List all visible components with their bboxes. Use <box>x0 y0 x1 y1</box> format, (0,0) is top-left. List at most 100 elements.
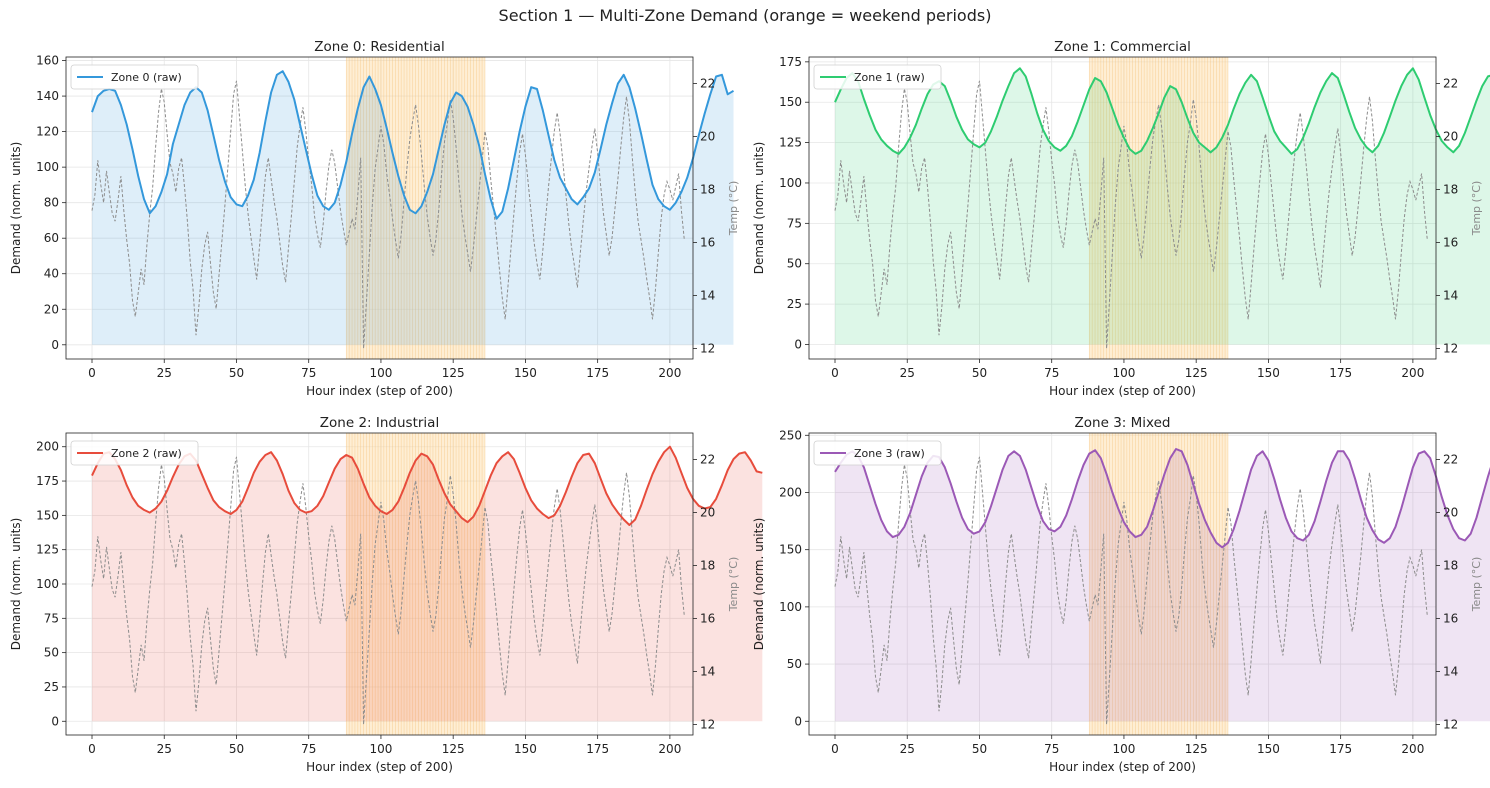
x-tick-label: 0 <box>831 366 839 380</box>
y2-tick-label: 20 <box>700 505 715 519</box>
x-tick-label: 125 <box>442 742 465 756</box>
y-tick-label: 0 <box>794 714 802 728</box>
y2-tick-label: 20 <box>700 129 715 143</box>
temperature-line <box>834 80 1428 349</box>
y-tick-label: 160 <box>36 54 59 68</box>
y2-tick-label: 16 <box>700 235 715 249</box>
y2-tick-label: 14 <box>1443 664 1458 678</box>
y-axis-label: Demand (norm. units) <box>752 142 766 275</box>
y2-tick-label: 16 <box>1443 235 1458 249</box>
y-tick-label: 0 <box>51 338 59 352</box>
x-tick-label: 25 <box>157 742 172 756</box>
y-tick-label: 150 <box>36 508 59 522</box>
y-tick-label: 25 <box>787 297 802 311</box>
x-tick-label: 50 <box>972 366 987 380</box>
x-tick-label: 200 <box>1401 742 1424 756</box>
y-tick-label: 50 <box>787 257 802 271</box>
subplot-zone-0: 0 25 50 75 100 125 150 175 200 0 20 40 60 80 100 120 140… <box>9 39 740 398</box>
y-tick-label: 100 <box>779 176 802 190</box>
demand-fill-area <box>92 446 763 722</box>
x-tick-label: 125 <box>1185 366 1208 380</box>
x-axis-label: Hour index (step of 200) <box>306 760 453 774</box>
x-tick-label: 125 <box>1185 742 1208 756</box>
y-axis-label: Demand (norm. units) <box>9 518 23 651</box>
y-tick-label: 125 <box>36 543 59 557</box>
y-tick-label: 125 <box>779 136 802 150</box>
y2-tick-label: 22 <box>1443 76 1458 90</box>
subplot-title: Zone 0: Residential <box>314 39 444 55</box>
y2-axis-label: Temp (°C) <box>727 181 740 237</box>
y-tick-label: 40 <box>44 267 59 281</box>
subplot-zone-1: 0 25 50 75 100 125 150 175 200 0 25 50 75 100 125 150 17… <box>752 39 1490 398</box>
legend-box <box>813 440 942 466</box>
x-axis-label: Hour index (step of 200) <box>1049 760 1196 774</box>
y2-tick-label: 12 <box>1443 341 1458 355</box>
subplot-zone-2: 0 25 50 75 100 125 150 175 200 0 25 50 75 100 125 150 17… <box>9 415 763 774</box>
y2-axis-label: Temp (°C) <box>1470 557 1483 613</box>
subplot-zone-3: 0 25 50 75 100 125 150 175 200 0 50 100 150 200 250 12 1… <box>752 415 1490 774</box>
x-tick-label: 150 <box>514 742 537 756</box>
subplot-title: Zone 1: Commercial <box>1054 39 1191 55</box>
demand-line <box>91 70 735 220</box>
y-tick-label: 175 <box>779 55 802 69</box>
x-tick-label: 75 <box>301 742 316 756</box>
x-tick-label: 175 <box>1329 742 1352 756</box>
x-tick-label: 100 <box>369 742 392 756</box>
y2-tick-label: 16 <box>1443 611 1458 625</box>
x-tick-label: 75 <box>1044 366 1059 380</box>
legend: Zone 2 (raw) <box>70 440 199 466</box>
legend-box <box>70 64 199 90</box>
legend: Zone 1 (raw) <box>813 64 942 90</box>
x-tick-label: 150 <box>1257 366 1280 380</box>
temperature-line <box>834 456 1428 725</box>
y2-tick-label: 16 <box>700 611 715 625</box>
x-tick-label: 50 <box>972 742 987 756</box>
x-tick-label: 0 <box>831 742 839 756</box>
y-tick-label: 140 <box>36 89 59 103</box>
legend-label: Zone 1 (raw) <box>854 71 925 84</box>
y2-tick-label: 18 <box>1443 182 1458 196</box>
y-axis-label: Demand (norm. units) <box>752 518 766 651</box>
x-tick-label: 25 <box>900 366 915 380</box>
y-tick-label: 100 <box>36 577 59 591</box>
x-tick-label: 100 <box>1112 366 1135 380</box>
y-tick-label: 0 <box>51 714 59 728</box>
plot-frame <box>808 56 1437 360</box>
temperature-line <box>91 80 685 349</box>
y2-tick-label: 14 <box>1443 288 1458 302</box>
demand-fill-area <box>92 71 734 345</box>
y2-tick-label: 22 <box>700 76 715 90</box>
legend: Zone 3 (raw) <box>813 440 942 466</box>
plot-frame <box>65 56 694 360</box>
y-tick-label: 80 <box>44 196 59 210</box>
y-tick-label: 25 <box>44 680 59 694</box>
demand-line <box>834 67 1490 155</box>
y-tick-label: 250 <box>779 428 802 442</box>
x-tick-label: 25 <box>157 366 172 380</box>
y2-tick-label: 18 <box>700 558 715 572</box>
y2-tick-label: 22 <box>700 452 715 466</box>
y2-tick-label: 18 <box>700 182 715 196</box>
weekend-hour-lines <box>1088 57 1229 359</box>
y-tick-label: 75 <box>787 216 802 230</box>
x-axis-label: Hour index (step of 200) <box>1049 384 1196 398</box>
y-tick-label: 200 <box>36 440 59 454</box>
y-tick-label: 150 <box>779 543 802 557</box>
y-tick-label: 200 <box>779 485 802 499</box>
legend-box <box>813 64 942 90</box>
x-tick-label: 175 <box>586 366 609 380</box>
y2-tick-label: 20 <box>1443 505 1458 519</box>
figure-title: Section 1 — Multi-Zone Demand (orange = … <box>498 6 992 25</box>
y-tick-label: 0 <box>794 337 802 351</box>
x-tick-label: 150 <box>514 366 537 380</box>
y-tick-label: 150 <box>779 95 802 109</box>
weekend-hour-lines <box>1088 433 1229 735</box>
x-tick-label: 75 <box>1044 742 1059 756</box>
y2-tick-label: 22 <box>1443 452 1458 466</box>
y2-tick-label: 12 <box>700 341 715 355</box>
x-tick-label: 25 <box>900 742 915 756</box>
y2-tick-label: 12 <box>1443 717 1458 731</box>
temperature-line <box>91 456 685 725</box>
y-tick-label: 50 <box>44 646 59 660</box>
